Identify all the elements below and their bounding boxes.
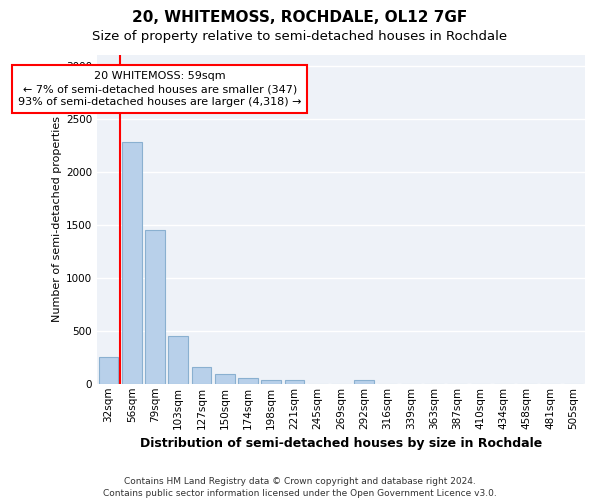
Text: Size of property relative to semi-detached houses in Rochdale: Size of property relative to semi-detach… — [92, 30, 508, 43]
Bar — [169, 336, 188, 384]
Y-axis label: Number of semi-detached properties: Number of semi-detached properties — [52, 116, 62, 322]
Bar — [122, 142, 142, 384]
Bar — [99, 358, 118, 384]
Bar — [262, 380, 281, 384]
Bar — [284, 380, 304, 384]
Bar — [145, 230, 165, 384]
Bar — [215, 374, 235, 384]
Text: 20, WHITEMOSS, ROCHDALE, OL12 7GF: 20, WHITEMOSS, ROCHDALE, OL12 7GF — [133, 10, 467, 25]
Bar — [238, 378, 258, 384]
Text: Contains HM Land Registry data © Crown copyright and database right 2024.
Contai: Contains HM Land Registry data © Crown c… — [103, 476, 497, 498]
Text: 20 WHITEMOSS: 59sqm
← 7% of semi-detached houses are smaller (347)
93% of semi-d: 20 WHITEMOSS: 59sqm ← 7% of semi-detache… — [18, 71, 301, 108]
Bar — [191, 367, 211, 384]
X-axis label: Distribution of semi-detached houses by size in Rochdale: Distribution of semi-detached houses by … — [140, 437, 542, 450]
Bar — [355, 380, 374, 384]
